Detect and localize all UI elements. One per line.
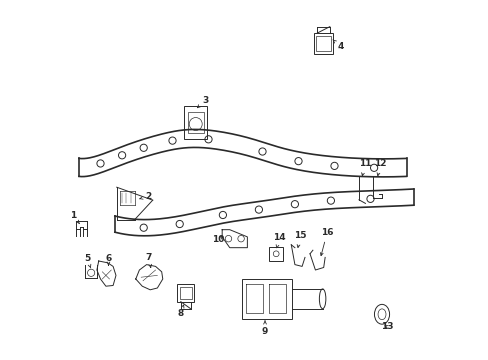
Bar — [187, 112, 203, 133]
Text: 14: 14 — [273, 233, 285, 248]
Text: 10: 10 — [212, 235, 224, 244]
Text: 11: 11 — [358, 159, 370, 176]
Bar — [316, 36, 330, 51]
Text: 15: 15 — [293, 231, 306, 247]
Text: 9: 9 — [261, 321, 267, 336]
Text: 6: 6 — [105, 253, 111, 265]
Bar — [177, 284, 194, 302]
Text: 7: 7 — [145, 253, 152, 267]
Bar — [241, 279, 291, 319]
Text: 2: 2 — [139, 192, 151, 201]
Bar — [313, 33, 333, 54]
Bar — [268, 247, 283, 261]
Text: 5: 5 — [84, 253, 91, 268]
Text: 4: 4 — [332, 40, 344, 51]
Text: 13: 13 — [381, 323, 393, 331]
Text: 16: 16 — [320, 228, 333, 256]
Text: 1: 1 — [70, 211, 79, 224]
Text: 12: 12 — [374, 159, 386, 176]
Bar — [183, 106, 207, 139]
Bar — [180, 287, 191, 299]
Text: 8: 8 — [177, 305, 183, 318]
Text: 3: 3 — [197, 96, 208, 108]
